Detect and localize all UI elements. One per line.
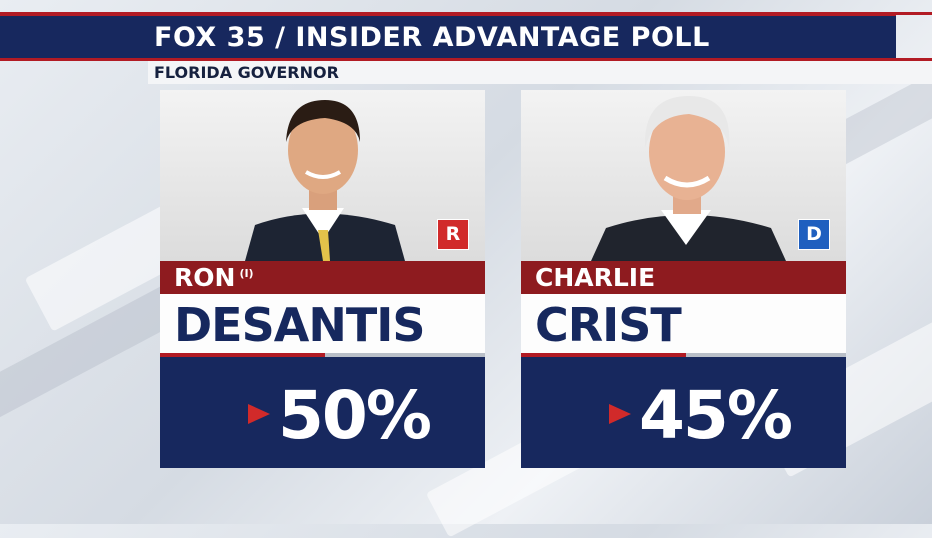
candidate-last-name-bar: CRIST: [521, 294, 846, 357]
poll-percentage: 45%: [639, 377, 793, 454]
title-underline: [0, 58, 932, 61]
candidate-first-name: RON: [174, 263, 236, 292]
candidate-last-name: CRIST: [535, 298, 682, 352]
header-top-line: [0, 12, 932, 15]
accent-line: [160, 353, 325, 357]
party-badge-republican: R: [437, 219, 469, 250]
candidate-last-name: DESANTIS: [174, 298, 425, 352]
candidate-first-name-bar: CHARLIE: [521, 261, 846, 294]
candidate-photo: R: [160, 90, 485, 261]
first-name-wrap: CHARLIE: [535, 263, 655, 292]
poll-percentage: 50%: [278, 377, 432, 454]
candidate-last-name-bar: DESANTIS: [160, 294, 485, 357]
arrow-right-icon: [248, 404, 270, 424]
candidate-first-name: CHARLIE: [535, 263, 656, 292]
first-name-wrap: RON (I): [174, 263, 254, 292]
candidate-card-desantis: R RON (I) DESANTIS 50%: [160, 90, 485, 468]
page-title: FOX 35 / INSIDER ADVANTAGE POLL: [154, 22, 710, 53]
poll-percentage-box: 45%: [521, 357, 846, 468]
candidate-photo: D: [521, 90, 846, 261]
arrow-right-icon: [609, 404, 631, 424]
candidate-first-name-bar: RON (I): [160, 261, 485, 294]
candidate-portrait-icon: [245, 100, 405, 261]
subtitle-bar: FLORIDA GOVERNOR: [148, 61, 932, 84]
candidate-portrait-icon: [591, 96, 786, 261]
poll-percentage-box: 50%: [160, 357, 485, 468]
candidate-card-crist: D CHARLIE CRIST 45%: [521, 90, 846, 468]
title-bar: FOX 35 / INSIDER ADVANTAGE POLL: [0, 14, 896, 60]
party-badge-democrat: D: [798, 219, 830, 250]
accent-line: [521, 353, 686, 357]
incumbent-marker: (I): [239, 267, 254, 280]
page-subtitle: FLORIDA GOVERNOR: [154, 63, 339, 82]
